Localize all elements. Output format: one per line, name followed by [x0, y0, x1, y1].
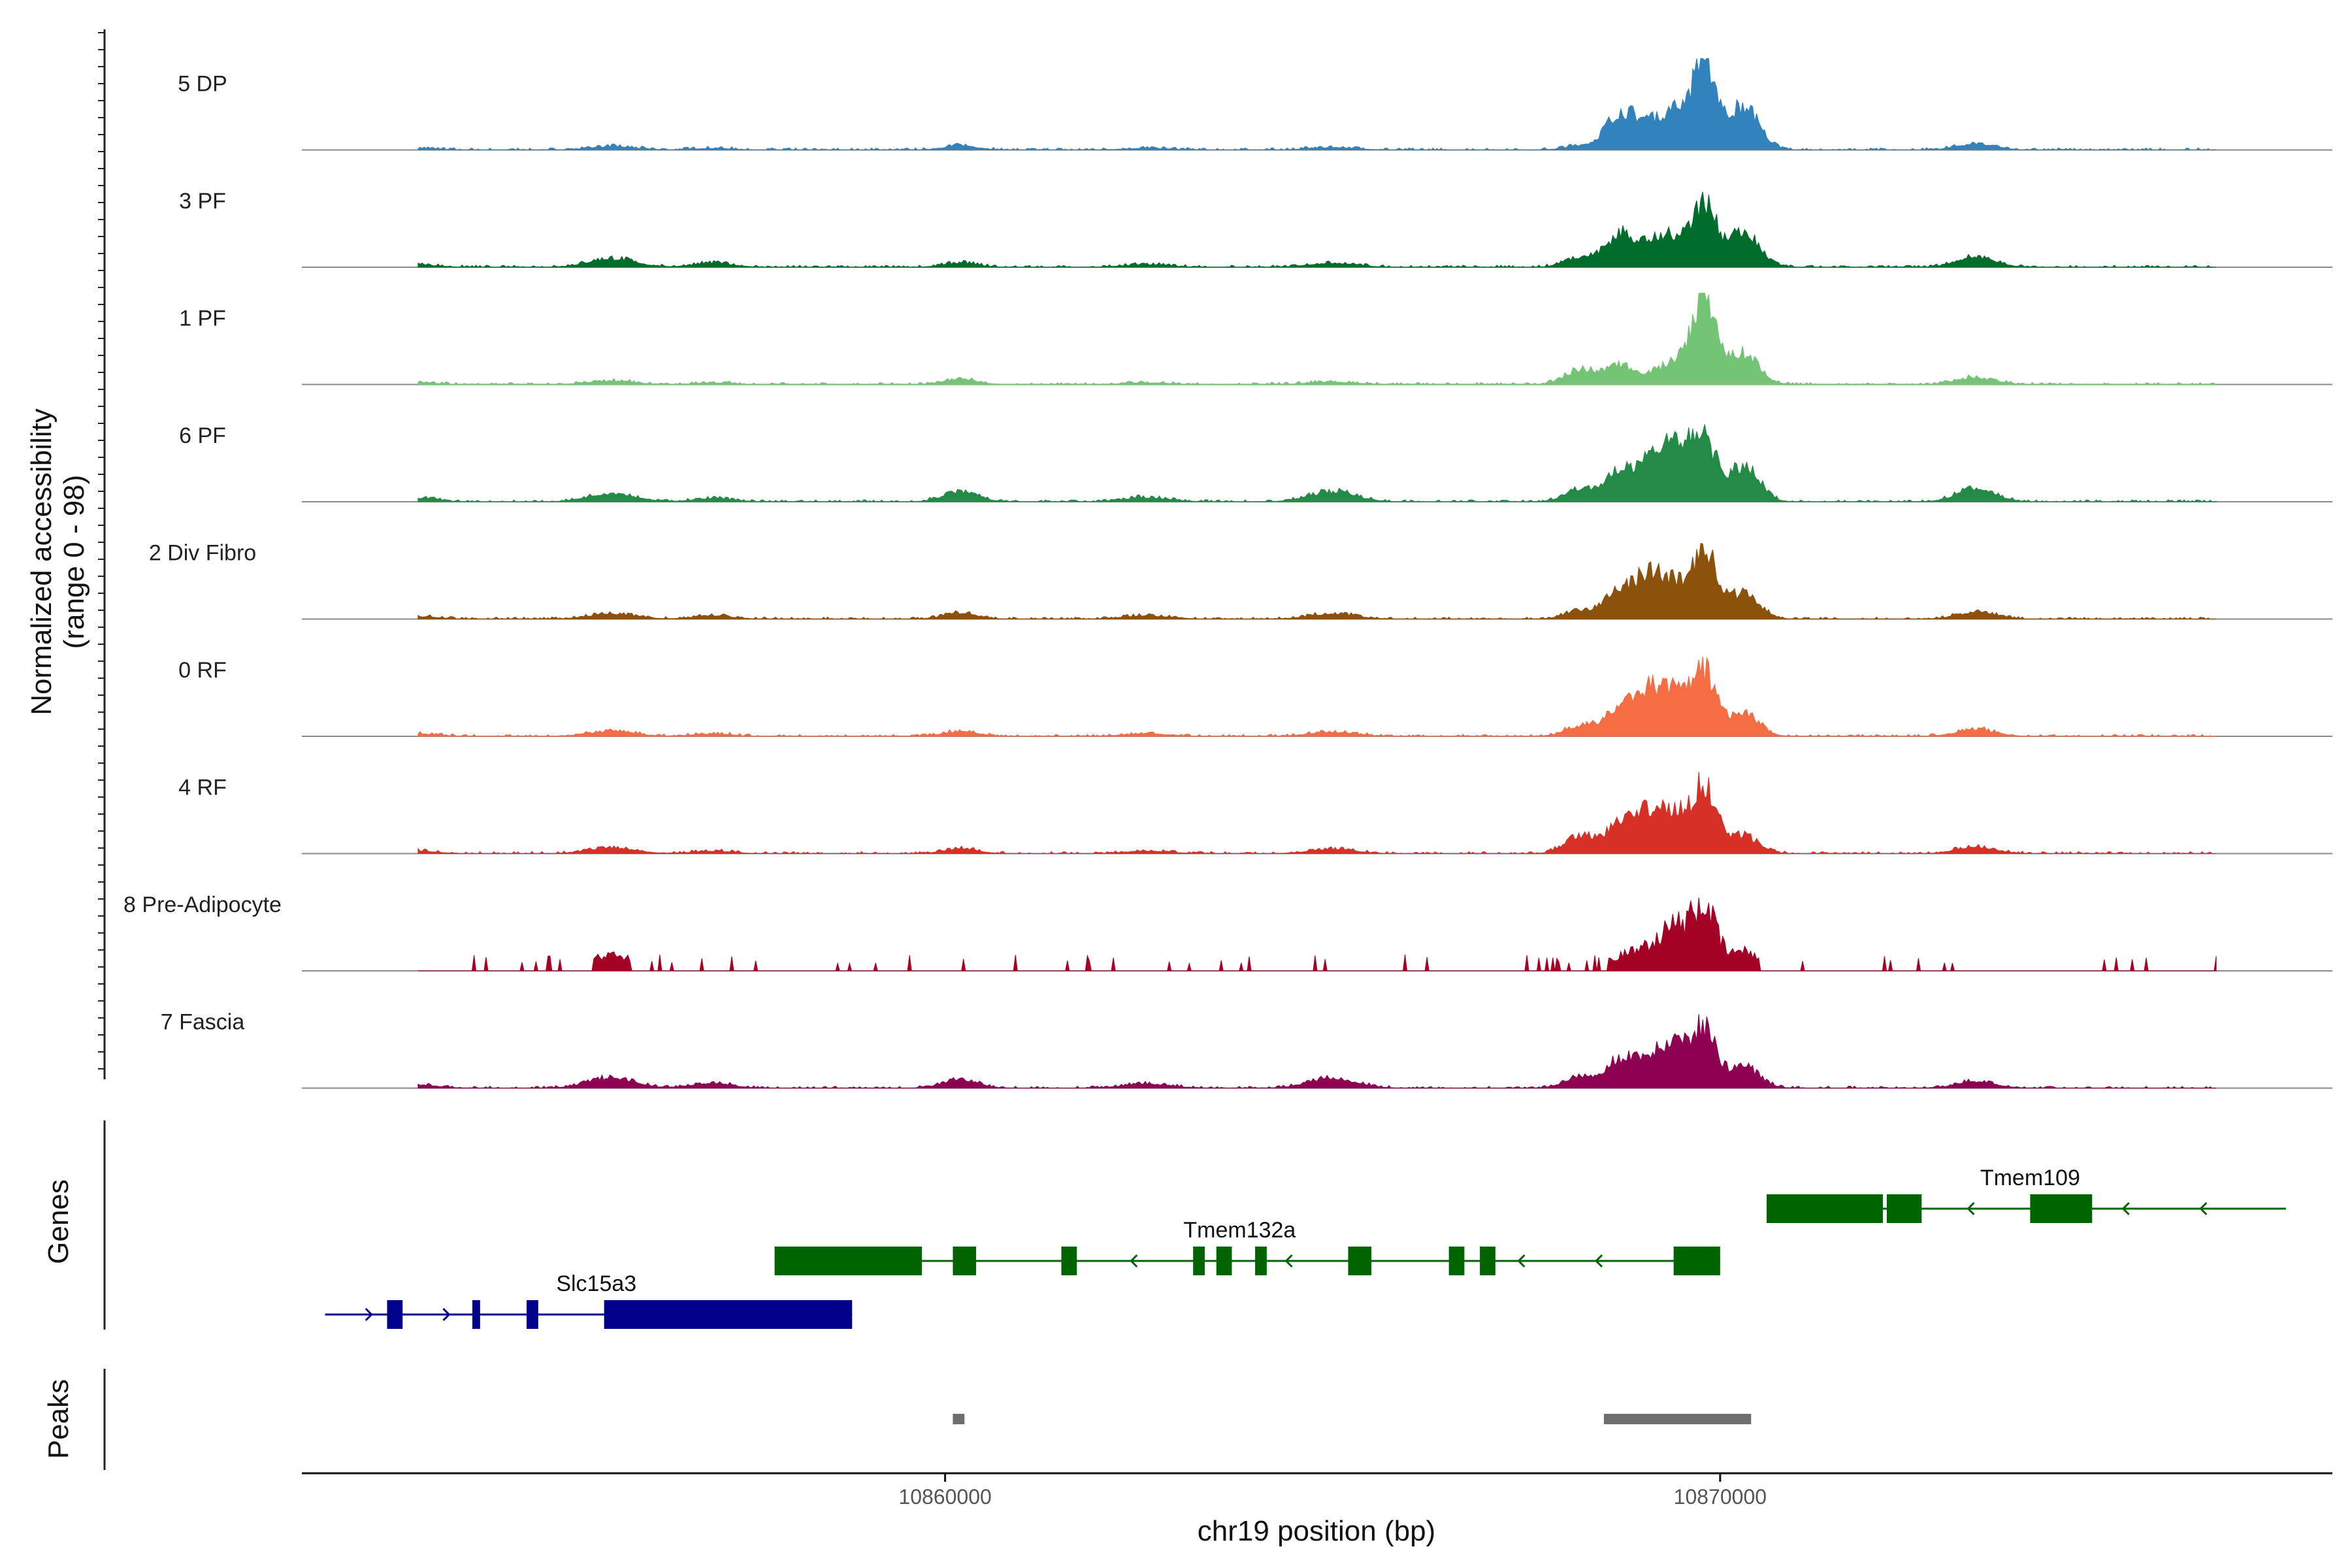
gene-exon	[1348, 1247, 1372, 1275]
gene-exon	[2030, 1194, 2093, 1223]
x-tick-label: 10870000	[1674, 1485, 1767, 1509]
strand-arrow	[1517, 1254, 1526, 1268]
coverage-area	[417, 656, 2217, 737]
gene-exon	[1886, 1194, 1922, 1223]
strand-arrow	[442, 1307, 451, 1322]
coverage-area	[417, 772, 2217, 855]
coverage-area	[417, 191, 2217, 268]
y-axis-range-label: (range 0 - 98)	[58, 475, 90, 649]
coverage-area	[417, 897, 2217, 972]
track-label: 1 PF	[179, 306, 226, 331]
gene-exon	[1673, 1247, 1720, 1275]
strand-arrow	[2199, 1201, 2208, 1216]
track-label: 7 Fascia	[161, 1010, 245, 1035]
strand-arrow	[2121, 1201, 2130, 1216]
strand-arrow	[365, 1307, 373, 1322]
peak-region	[1603, 1414, 1752, 1424]
strand-arrow	[1284, 1254, 1293, 1268]
gene-exon	[1767, 1194, 1883, 1223]
x-axis-title: chr19 position (bp)	[1198, 1515, 1435, 1547]
gene-exon	[387, 1300, 403, 1329]
strand-arrow	[1594, 1254, 1603, 1268]
track-label: 3 PF	[179, 189, 226, 214]
track-label: 6 PF	[179, 423, 226, 448]
coverage-area	[417, 542, 2217, 620]
gene-exon	[953, 1247, 977, 1275]
gene-exon	[774, 1247, 923, 1275]
coverage-area	[417, 58, 2217, 151]
gene-exon	[1448, 1247, 1465, 1275]
gene-exon	[1216, 1247, 1232, 1275]
track-label: 5 DP	[178, 72, 227, 97]
genes-panel: Slc15a3 Tmem132a Tmem109	[103, 1120, 2286, 1330]
gene-exon	[604, 1300, 853, 1329]
track-label: 0 RF	[178, 658, 227, 683]
gene-exon	[1480, 1247, 1495, 1275]
y-axis-title: Normalized accessibility	[25, 408, 57, 715]
coverage-area	[417, 293, 2217, 385]
gene-exon	[527, 1300, 538, 1329]
coverage-tracks: 5 DP 3 PF 1 PF 6 PF 2 Div Fibro 0 RF 4 RF 8 Pre…	[98, 29, 2332, 1089]
coverage-area	[417, 424, 2217, 502]
coverage-area	[417, 1014, 2217, 1089]
gene-label: Tmem109	[1980, 1166, 2080, 1190]
genes-panel-label: Genes	[42, 1179, 74, 1264]
strand-arrow	[1130, 1254, 1138, 1268]
peak-region	[953, 1414, 965, 1424]
gene-exon	[472, 1300, 480, 1329]
x-tick-label: 10860000	[898, 1485, 991, 1509]
gene-exon	[1255, 1247, 1267, 1275]
track-label: 4 RF	[178, 776, 227, 800]
peaks-panel-label: Peaks	[42, 1379, 74, 1459]
track-label: 8 Pre-Adipocyte	[123, 892, 282, 917]
peaks-panel	[103, 1369, 1752, 1470]
gene-label: Slc15a3	[556, 1271, 636, 1296]
track-label: 2 Div Fibro	[149, 541, 256, 566]
x-axis: 10860000 10870000	[302, 1472, 2332, 1509]
gene-label: Tmem132a	[1183, 1218, 1296, 1243]
gene-exon	[1193, 1247, 1205, 1275]
strand-arrow	[1967, 1201, 1975, 1216]
gene-exon	[1061, 1247, 1077, 1275]
